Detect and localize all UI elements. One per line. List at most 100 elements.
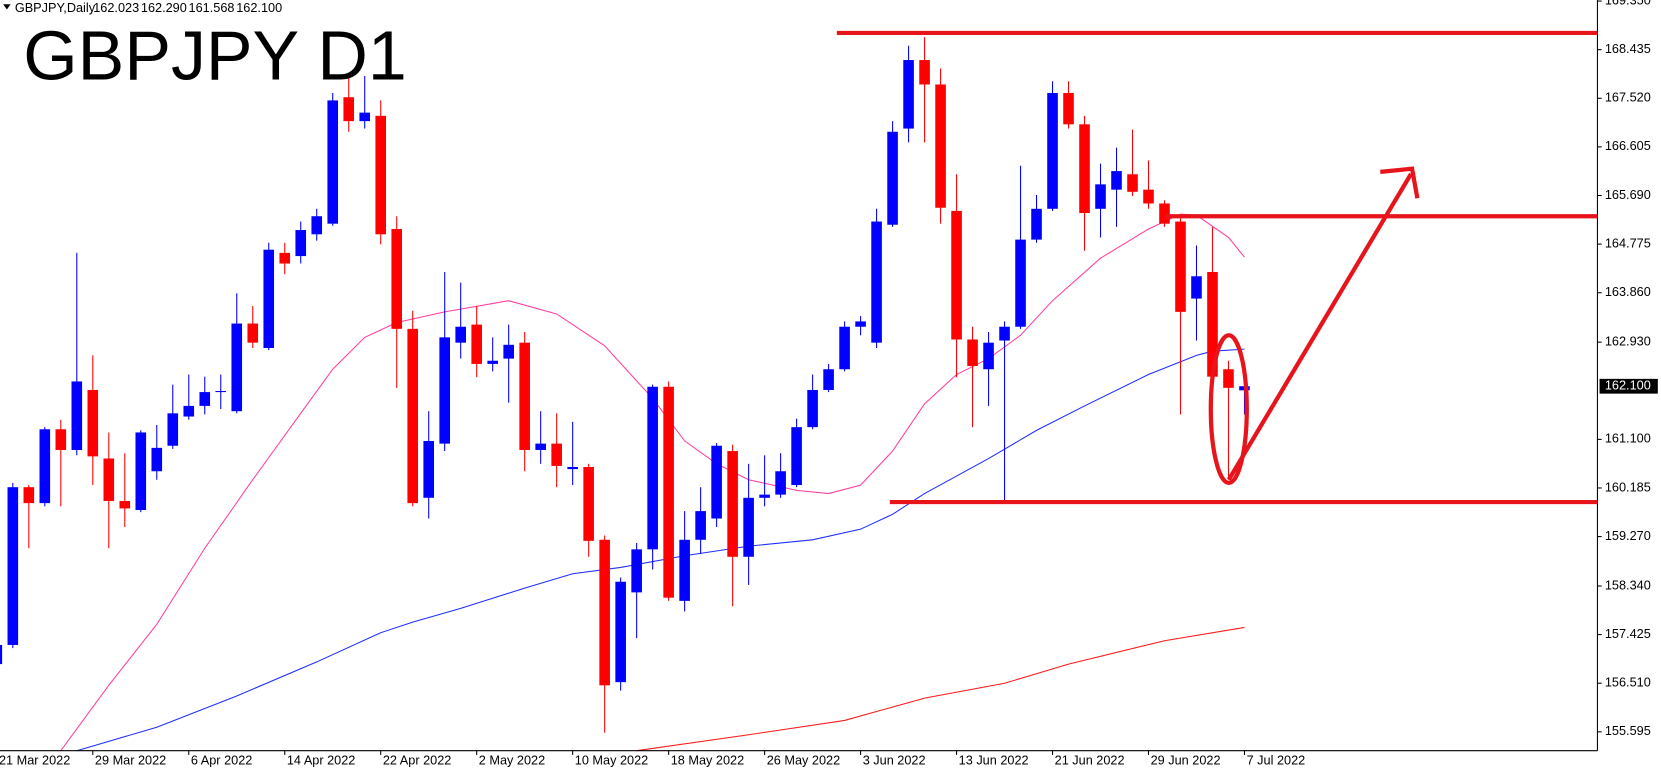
menu-arrow [3,4,11,10]
y-tick-label: 161.100 [1605,432,1651,446]
candle-body [343,97,355,122]
symbol: GBPJPY,Daily [15,1,96,15]
x-tick-label: 21 Mar 2022 [0,754,70,768]
candle-body [599,539,610,686]
candle-body [183,405,195,417]
highlight-ellipse [1208,333,1249,485]
candle-body [871,221,882,343]
candle-body [87,389,99,457]
y-tick-label: 155.595 [1605,724,1651,738]
candle-body [983,342,994,370]
x-tick-label: 14 Apr 2022 [287,754,356,768]
x-tick-label: 13 Jun 2022 [959,754,1029,768]
y-tick-label: 165.690 [1605,188,1651,202]
candle-body [1175,221,1186,312]
candle-body [951,210,962,340]
candle-body [695,511,706,540]
candle-body [423,440,434,498]
candle-body [119,500,131,509]
candle-body [487,360,498,364]
annotation [1208,166,1420,485]
candle-body [679,539,690,601]
y-tick-label: 158.340 [1605,578,1651,592]
candle-body [1207,272,1218,377]
y-tick-label: 163.860 [1605,285,1651,299]
candle-body [359,112,371,122]
y-tick-label: 162.930 [1605,335,1651,349]
y-tick-label: 168.435 [1605,42,1651,56]
candle-body [855,321,866,327]
candle-body [727,451,738,557]
y-tick-label: 160.185 [1605,480,1651,494]
x-tick-label: 18 May 2022 [671,754,744,768]
candle-body [1095,184,1106,209]
candle-body [807,389,818,428]
x-tick-label: 21 Jun 2022 [1055,754,1125,768]
candle-body [1111,171,1122,190]
candle-body [407,328,419,504]
candle-body [167,413,179,446]
candle-body [1127,174,1138,192]
price-label: 162.100 [1605,379,1651,393]
moving-average [636,626,1245,752]
candle-body [759,494,770,498]
candle-body [615,581,626,683]
candle-body [199,392,211,406]
candle-body [439,337,450,444]
candle-body [1047,92,1058,209]
x-tick-label: 6 Apr 2022 [191,754,252,768]
candle-body [23,487,35,504]
y-tick-label: 164.775 [1605,236,1651,250]
candle-body [311,216,323,235]
candle-body [135,432,147,511]
candle-body [0,644,3,665]
quote-low: 161.568 [189,1,235,15]
candle-body [935,84,946,208]
candle-body [279,252,291,264]
candle-body [887,131,898,225]
x-tick-label: 2 May 2022 [479,754,545,768]
candle-body [71,381,83,450]
candle-body [775,471,786,495]
candle-body [1015,239,1026,327]
candle-body [1063,92,1074,125]
candle-body [39,429,51,504]
candle-body [967,339,978,367]
candle-body [711,445,722,519]
candle-body [103,458,115,501]
candle-body [839,326,850,370]
candle-body [247,323,259,343]
candle-body [823,369,834,390]
candle-body [231,323,243,412]
x-tick-label: 7 Jul 2022 [1247,754,1306,768]
arrow-shaft [1226,172,1413,481]
x-tick-label: 26 May 2022 [767,754,840,768]
candle-body [1191,276,1202,299]
y-tick-label: 157.425 [1605,627,1651,641]
quote-close: 162.100 [236,1,282,15]
candle-body [1143,189,1154,204]
candle-body [919,60,930,85]
candle-body [327,100,339,224]
candle-body [263,249,275,348]
y-tick-label: 169.350 [1605,0,1651,7]
candle-body [215,391,227,393]
candle-body [583,466,594,541]
candle-body [1079,124,1090,214]
candle-body [471,324,482,364]
candle-body [7,487,19,645]
y-tick-label: 159.270 [1605,529,1651,543]
price-marker [1599,378,1658,394]
candle-body [791,427,802,486]
candle-body [535,443,546,450]
x-tick-label: 3 Jun 2022 [863,754,926,768]
arrow-head [1380,166,1420,199]
candle-body [55,429,67,450]
x-tick-label: 29 Jun 2022 [1151,754,1221,768]
candle-body [295,230,307,257]
candle-body [663,386,674,598]
candle-body [551,443,562,466]
candle-body [503,344,514,359]
